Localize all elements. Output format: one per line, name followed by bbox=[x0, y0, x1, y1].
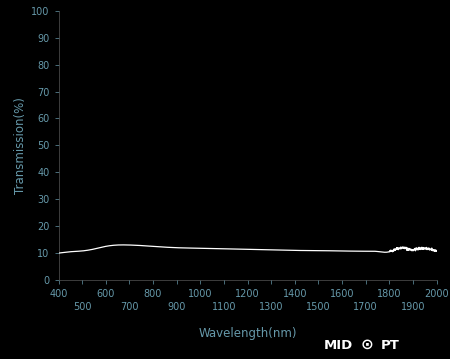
X-axis label: Wavelength(nm): Wavelength(nm) bbox=[198, 327, 297, 340]
Text: ⊙: ⊙ bbox=[360, 337, 373, 352]
Text: PT: PT bbox=[380, 339, 399, 352]
Text: MID: MID bbox=[324, 339, 353, 352]
Y-axis label: Transmission(%): Transmission(%) bbox=[14, 97, 27, 194]
